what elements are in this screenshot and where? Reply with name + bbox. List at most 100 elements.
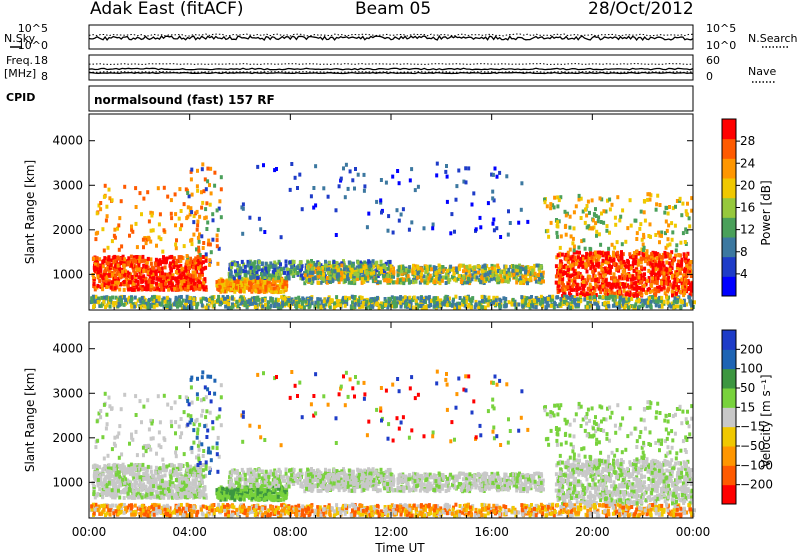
- data-cell: [146, 190, 150, 195]
- data-cell: [410, 220, 414, 225]
- data-cell: [537, 298, 541, 302]
- data-cell: [661, 261, 665, 266]
- data-cell: [495, 174, 499, 179]
- data-cell: [413, 271, 417, 276]
- data-cell: [157, 297, 161, 302]
- data-cell: [443, 296, 447, 301]
- data-cell: [427, 304, 431, 309]
- data-cell: [200, 303, 204, 308]
- data-cell: [280, 279, 284, 284]
- data-cell: [675, 243, 679, 248]
- data-cell: [619, 282, 623, 287]
- data-cell: [109, 263, 113, 268]
- data-cell: [582, 286, 585, 291]
- data-cell: [655, 275, 659, 280]
- data-cell: [687, 216, 691, 221]
- data-cell: [405, 268, 409, 272]
- data-cell: [260, 261, 264, 266]
- data-cell: [465, 264, 469, 269]
- data-cell: [635, 249, 639, 254]
- data-cell: [655, 202, 659, 207]
- data-cell: [351, 300, 354, 305]
- data-cell: [503, 268, 507, 273]
- data-cell: [203, 277, 207, 282]
- data-cell: [136, 287, 140, 292]
- data-cell: [653, 287, 657, 292]
- data-cell: [492, 276, 496, 281]
- data-cell: [168, 471, 172, 476]
- data-cell: [587, 226, 591, 231]
- data-cell: [161, 275, 165, 280]
- data-cell: [313, 276, 317, 281]
- data-cell: [674, 253, 678, 258]
- data-cell: [144, 466, 148, 471]
- data-cell: [401, 266, 405, 271]
- data-cell: [472, 191, 476, 196]
- data-cell: [388, 259, 392, 264]
- data-cell: [286, 267, 289, 272]
- data-cell: [248, 215, 252, 220]
- data-cell: [486, 303, 490, 308]
- data-cell: [326, 270, 330, 275]
- data-cell: [431, 222, 435, 227]
- data-cell: [469, 305, 473, 310]
- data-cell: [679, 305, 683, 310]
- data-cell: [197, 248, 201, 253]
- data-cell: [520, 295, 524, 300]
- data-cell: [154, 269, 158, 274]
- data-cell: [208, 262, 212, 267]
- data-cell: [164, 260, 168, 265]
- data-cell: [145, 260, 149, 265]
- data-cell: [118, 266, 122, 271]
- data-cell: [372, 270, 376, 275]
- data-cell: [438, 273, 442, 278]
- data-cell: [166, 272, 170, 277]
- data-cell: [188, 273, 192, 278]
- data-cell: [184, 281, 188, 286]
- data-cell: [137, 275, 141, 280]
- data-cell: [236, 279, 240, 284]
- data-cell: [553, 302, 557, 306]
- data-cell: [605, 282, 609, 286]
- data-cell: [339, 303, 342, 308]
- data-cell: [283, 295, 287, 300]
- data-cell: [346, 270, 350, 275]
- data-cell: [178, 227, 182, 232]
- data-cell: [141, 300, 145, 305]
- data-cell: [200, 205, 204, 210]
- data-cell: [189, 277, 193, 282]
- data-cell: [577, 297, 580, 302]
- data-cell: [323, 263, 327, 268]
- data-cell: [569, 256, 573, 261]
- data-cell: [176, 264, 180, 269]
- data-cell: [537, 263, 541, 268]
- data-cell: [201, 272, 204, 277]
- data-cell: [645, 278, 649, 283]
- data-cell: [676, 278, 680, 282]
- data-cell: [345, 298, 349, 302]
- data-cell: [551, 203, 555, 208]
- data-cell: [612, 292, 616, 296]
- data-cell: [332, 260, 336, 265]
- data-cell: [493, 166, 497, 171]
- data-cell: [604, 295, 608, 300]
- data-cell: [680, 262, 684, 267]
- data-cell: [571, 282, 575, 287]
- panel-trace: [88, 71, 694, 73]
- data-cell: [557, 280, 561, 285]
- data-cell: [195, 477, 199, 482]
- data-cell: [267, 267, 271, 272]
- data-cell: [165, 295, 169, 300]
- data-cell: [330, 269, 334, 274]
- data-cell: [467, 302, 471, 307]
- data-cell: [574, 302, 578, 307]
- data-cell: [416, 271, 420, 276]
- data-cell: [130, 304, 134, 309]
- data-cell: [528, 305, 532, 310]
- data-cell: [347, 280, 351, 285]
- data-cell: [149, 270, 153, 275]
- data-cell: [462, 269, 465, 274]
- data-cell: [667, 261, 671, 266]
- data-cell: [591, 218, 595, 223]
- data-cell: [197, 245, 201, 250]
